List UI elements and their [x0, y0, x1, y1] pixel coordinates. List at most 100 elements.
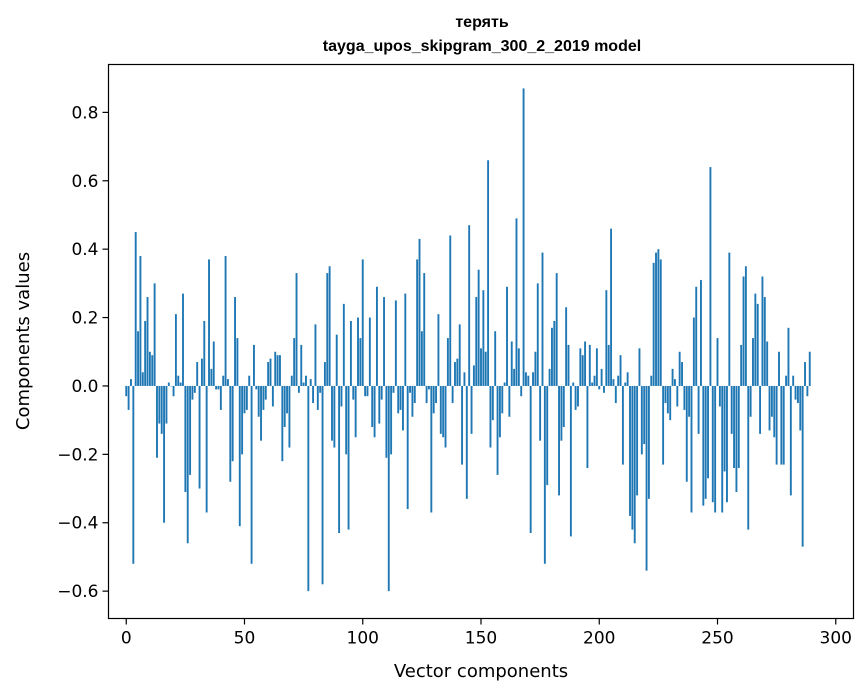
bar: [354, 385, 357, 438]
bar: [475, 297, 478, 386]
bar: [231, 385, 234, 462]
bar: [605, 290, 608, 386]
bar: [217, 385, 220, 390]
bar: [174, 314, 177, 386]
bar: [572, 382, 575, 386]
bar: [411, 385, 414, 417]
bar: [286, 385, 289, 414]
bar: [125, 385, 128, 397]
bar: [804, 362, 806, 386]
bar: [619, 355, 622, 386]
bar: [224, 256, 227, 386]
y-tick-label: 0.0: [71, 377, 98, 397]
bar: [349, 320, 352, 386]
bar: [799, 385, 802, 431]
bar: [444, 385, 447, 448]
bar: [562, 385, 565, 427]
bar: [127, 385, 130, 410]
bar: [673, 379, 676, 386]
bar: [496, 385, 499, 475]
bar: [742, 276, 745, 386]
bar: [210, 368, 213, 386]
bar: [534, 351, 537, 386]
bar: [688, 385, 691, 417]
bar: [404, 293, 407, 386]
bar: [513, 368, 516, 386]
bar: [709, 167, 712, 386]
bar: [584, 341, 587, 386]
bar: [532, 372, 534, 386]
bar: [260, 385, 262, 441]
bar: [707, 385, 709, 479]
bar: [700, 279, 702, 386]
bar: [302, 382, 305, 386]
bar: [215, 385, 218, 390]
bar: [172, 385, 175, 397]
bar: [200, 358, 203, 386]
bar: [726, 385, 728, 503]
bar: [144, 320, 147, 386]
bar: [134, 232, 137, 386]
bar: [352, 385, 355, 400]
bar: [423, 273, 426, 386]
bar: [558, 385, 560, 496]
bar: [385, 385, 388, 458]
bar: [451, 385, 454, 404]
bar: [326, 273, 329, 386]
bar: [193, 385, 196, 393]
bar: [271, 385, 274, 407]
bar: [397, 385, 400, 414]
bar: [647, 385, 650, 499]
bar: [579, 348, 582, 386]
bar: [548, 368, 551, 386]
bar: [290, 375, 293, 386]
bar: [598, 385, 601, 390]
bar: [737, 385, 740, 469]
bar: [733, 385, 736, 469]
bar: [681, 362, 683, 386]
bar: [716, 338, 719, 386]
bar: [307, 385, 310, 592]
bar: [203, 320, 206, 386]
bar: [158, 385, 161, 424]
bar: [494, 331, 497, 386]
bar: [489, 385, 492, 448]
bar-series: [125, 88, 811, 592]
bar: [603, 385, 605, 393]
bar: [357, 317, 359, 386]
bar: [695, 286, 698, 386]
bar: [586, 385, 589, 469]
bar: [581, 355, 584, 386]
bar: [146, 297, 149, 386]
bar: [472, 365, 475, 386]
bar: [418, 238, 421, 386]
bar: [787, 327, 790, 386]
bar: [456, 358, 459, 386]
bar: [740, 344, 743, 386]
bar: [328, 266, 331, 386]
bar: [331, 385, 333, 441]
bar: [198, 385, 201, 489]
bar: [446, 338, 449, 386]
bar: [524, 372, 527, 386]
bar: [461, 385, 464, 465]
bar: [255, 385, 258, 390]
bar: [248, 375, 251, 386]
bar: [406, 385, 409, 510]
bar: [148, 351, 151, 386]
x-tick-label: 150: [465, 629, 497, 649]
bar: [808, 351, 811, 386]
bar: [541, 252, 544, 386]
bar: [316, 385, 319, 410]
bar: [640, 385, 643, 455]
bar: [780, 385, 783, 465]
bar: [752, 338, 754, 386]
bar: [536, 283, 539, 386]
x-tick-label: 300: [820, 629, 852, 649]
x-tick-label: 200: [583, 629, 615, 649]
bar: [735, 385, 738, 492]
bar: [425, 385, 428, 404]
bar: [238, 385, 241, 527]
bar: [643, 385, 646, 445]
bar: [612, 379, 615, 386]
